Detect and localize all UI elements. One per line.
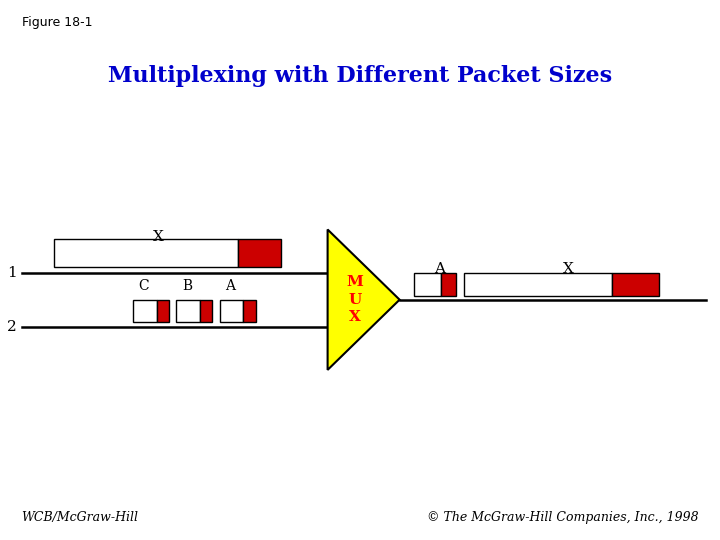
Bar xyxy=(414,273,441,296)
Bar xyxy=(200,300,212,322)
Text: A: A xyxy=(225,279,235,293)
Bar xyxy=(157,300,169,322)
Bar xyxy=(441,273,456,296)
Text: WCB/McGraw-Hill: WCB/McGraw-Hill xyxy=(22,511,138,524)
Text: 2: 2 xyxy=(6,320,17,334)
Text: X: X xyxy=(563,262,575,276)
Text: U: U xyxy=(348,293,361,307)
Text: B: B xyxy=(182,279,192,293)
Bar xyxy=(243,300,256,322)
Text: Figure 18-1: Figure 18-1 xyxy=(22,16,92,29)
Text: C: C xyxy=(139,279,149,293)
Text: Multiplexing with Different Packet Sizes: Multiplexing with Different Packet Sizes xyxy=(108,65,612,87)
Polygon shape xyxy=(328,230,400,370)
Text: X: X xyxy=(349,310,361,324)
Text: 1: 1 xyxy=(6,266,17,280)
Bar xyxy=(220,300,243,322)
Bar xyxy=(612,273,659,296)
Text: M: M xyxy=(346,275,364,289)
Bar xyxy=(176,300,200,322)
Text: A: A xyxy=(433,262,445,276)
Bar xyxy=(464,273,612,296)
Text: © The McGraw-Hill Companies, Inc., 1998: © The McGraw-Hill Companies, Inc., 1998 xyxy=(427,511,698,524)
Bar xyxy=(133,300,157,322)
Bar xyxy=(54,239,238,267)
Text: X: X xyxy=(153,230,164,244)
Bar xyxy=(238,239,281,267)
